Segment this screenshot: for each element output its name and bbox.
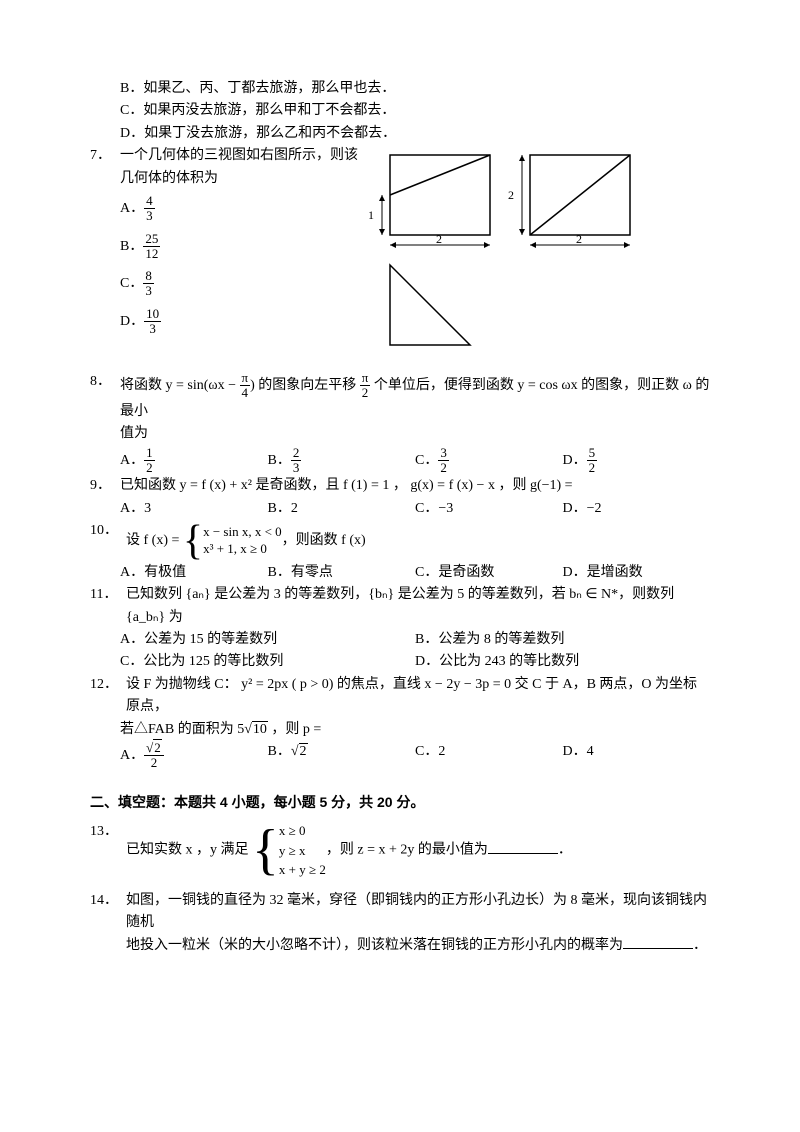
q11-option-d: D．公比为 243 的等比数列: [415, 651, 710, 673]
q6-option-c: C．如果丙没去旅游，那么甲和丁不会都去．: [90, 100, 710, 122]
q11-option-b: B．公差为 8 的等差数列: [415, 629, 710, 651]
q7-number: 7．: [90, 145, 120, 167]
q14-blank[interactable]: [623, 934, 693, 949]
q12-option-d: D．4: [563, 741, 711, 771]
q10-option-d: D．是增函数: [563, 562, 711, 584]
q9-option-b: B．2: [268, 498, 416, 520]
q14-stem-2: 地投入一粒米（米的大小忽略不计），则该粒米落在铜钱的正方形小孔内的概率为．: [90, 934, 710, 957]
q6-option-d: D．如果丁没去旅游，那么乙和丙不会都去．: [90, 123, 710, 145]
q8-option-a: A．12: [120, 446, 268, 476]
q12-option-c: C．2: [415, 741, 563, 771]
q8-stem: 将函数 y = sin(ωx − π4) 的图象向左平移 π2 个单位后，便得到…: [120, 371, 710, 423]
q13-blank[interactable]: [488, 839, 558, 854]
q9-number: 9．: [90, 475, 120, 497]
q10-option-c: C．是奇函数: [415, 562, 563, 584]
q7-figure: 1 2 2 2: [360, 145, 670, 355]
q8-option-b: B．23: [268, 446, 416, 476]
q7-option-d: D．103: [120, 303, 360, 341]
q12-option-a: A．22: [120, 741, 268, 771]
q12-stem-1: 设 F 为抛物线 C： y² = 2px ( p > 0) 的焦点，直线 x −…: [126, 674, 710, 719]
q7-stem: 一个几何体的三视图如右图所示，则该几何体的体积为: [120, 145, 360, 190]
q6-option-b: B．如果乙、丙、丁都去旅游，那么甲也去．: [90, 78, 710, 100]
q8-stem-2: 值为: [90, 423, 710, 445]
q7-dim-2a: 2: [436, 232, 442, 246]
q7-option-b: B．2512: [120, 228, 360, 266]
q9-stem: 已知函数 y = f (x) + x² 是奇函数，且 f (1) = 1 ， g…: [120, 475, 710, 497]
q9-option-c: C．−3: [415, 498, 563, 520]
q8-option-d: D．52: [563, 446, 711, 476]
q9-option-a: A．3: [120, 498, 268, 520]
q7-dim-2c: 2: [576, 232, 582, 246]
q10-option-b: B．有零点: [268, 562, 416, 584]
q7-dim-1: 1: [368, 208, 374, 222]
q10-number: 10．: [90, 520, 126, 542]
q11-stem: 已知数列 {aₙ} 是公差为 3 的等差数列，{bₙ} 是公差为 5 的等差数列…: [126, 584, 710, 629]
section-2-title: 二、填空题：本题共 4 小题，每小题 5 分，共 20 分。: [90, 791, 710, 813]
q14-stem-1: 如图，一铜钱的直径为 32 毫米，穿径（即铜钱内的正方形小孔边长）为 8 毫米，…: [126, 890, 710, 935]
q14-number: 14．: [90, 890, 126, 912]
q12-stem-2: 若△FAB 的面积为 510 ，则 p =: [90, 719, 710, 741]
q7-option-a: A．43: [120, 190, 360, 228]
q9-option-d: D．−2: [563, 498, 711, 520]
q11-option-c: C．公比为 125 的等比数列: [120, 651, 415, 673]
q8-number: 8．: [90, 371, 120, 393]
q13-number: 13．: [90, 821, 126, 843]
q13-stem: 已知实数 x ，y 满足 {x ≥ 0y ≥ xx + y ≥ 2，则 z = …: [126, 821, 710, 880]
q7-dim-2b: 2: [508, 188, 514, 202]
q11-number: 11．: [90, 584, 126, 606]
q11-option-a: A．公差为 15 的等差数列: [120, 629, 415, 651]
q12-number: 12．: [90, 674, 126, 696]
q10-stem: 设 f (x) = {x − sin x, x < 0x³ + 1, x ≥ 0…: [126, 520, 710, 562]
q8-option-c: C．32: [415, 446, 563, 476]
q12-option-b: B．2: [268, 741, 416, 771]
q7-option-c: C．83: [120, 265, 360, 303]
q10-option-a: A．有极值: [120, 562, 268, 584]
